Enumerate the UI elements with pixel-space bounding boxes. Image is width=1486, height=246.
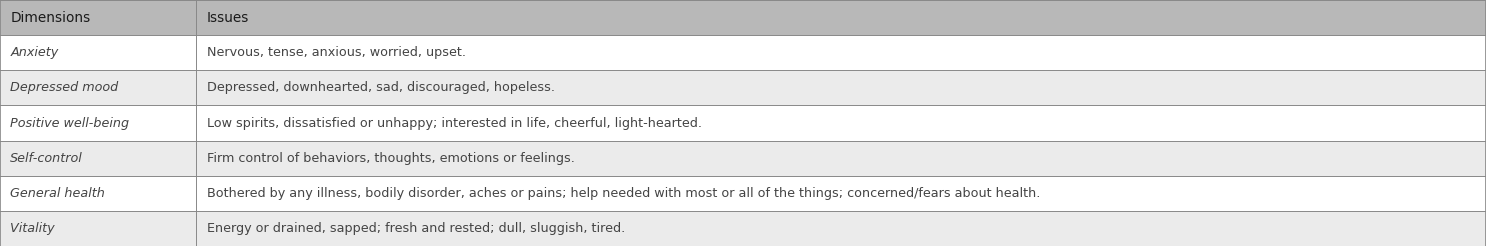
Bar <box>196 35 1486 70</box>
Text: Energy or drained, sapped; fresh and rested; dull, sluggish, tired.: Energy or drained, sapped; fresh and res… <box>207 222 624 235</box>
Text: Issues: Issues <box>207 11 250 25</box>
Bar <box>0 211 196 246</box>
Bar <box>0 140 196 176</box>
Text: Vitality: Vitality <box>10 222 55 235</box>
Bar <box>0 70 196 106</box>
Bar <box>0 106 196 140</box>
Bar <box>196 0 1486 35</box>
Bar <box>0 35 196 70</box>
Text: Low spirits, dissatisfied or unhappy; interested in life, cheerful, light-hearte: Low spirits, dissatisfied or unhappy; in… <box>207 117 701 129</box>
Text: Firm control of behaviors, thoughts, emotions or feelings.: Firm control of behaviors, thoughts, emo… <box>207 152 575 165</box>
Text: General health: General health <box>10 187 106 200</box>
Bar <box>196 140 1486 176</box>
Bar <box>196 106 1486 140</box>
Bar <box>196 176 1486 211</box>
Bar <box>196 70 1486 106</box>
Bar <box>0 176 196 211</box>
Text: Positive well-being: Positive well-being <box>10 117 129 129</box>
Text: Depressed mood: Depressed mood <box>10 81 119 94</box>
Bar <box>196 211 1486 246</box>
Text: Anxiety: Anxiety <box>10 46 58 59</box>
Text: Dimensions: Dimensions <box>10 11 91 25</box>
Text: Self-control: Self-control <box>10 152 83 165</box>
Text: Bothered by any illness, bodily disorder, aches or pains; help needed with most : Bothered by any illness, bodily disorder… <box>207 187 1040 200</box>
Text: Nervous, tense, anxious, worried, upset.: Nervous, tense, anxious, worried, upset. <box>207 46 465 59</box>
Bar <box>0 0 196 35</box>
Text: Depressed, downhearted, sad, discouraged, hopeless.: Depressed, downhearted, sad, discouraged… <box>207 81 554 94</box>
